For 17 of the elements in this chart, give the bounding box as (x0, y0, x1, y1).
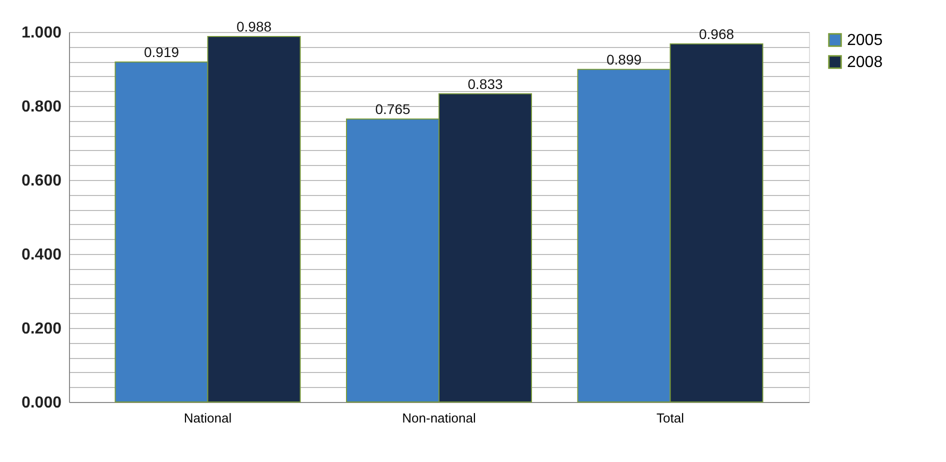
y-tick-label: 0.800 (21, 98, 62, 116)
data-label: 0.919 (144, 44, 180, 60)
x-tick-label: Non-national (402, 410, 476, 426)
data-label: 0.899 (606, 51, 642, 68)
y-tick-label: 0.400 (21, 246, 62, 264)
x-tick-label: National (184, 410, 232, 426)
y-tick-label: 0.000 (21, 394, 62, 412)
x-tick-label: Total (656, 410, 684, 426)
data-label: 0.988 (236, 18, 272, 34)
y-tick-label: 0.200 (21, 320, 62, 338)
data-label: 0.968 (698, 26, 734, 42)
y-tick-label: 0.600 (21, 172, 62, 190)
legend-label: 2008 (847, 54, 883, 71)
y-tick-label: 1.000 (21, 24, 62, 42)
data-label: 0.833 (468, 76, 503, 92)
legend-label: 2005 (847, 32, 883, 49)
data-label: 0.765 (375, 100, 410, 117)
